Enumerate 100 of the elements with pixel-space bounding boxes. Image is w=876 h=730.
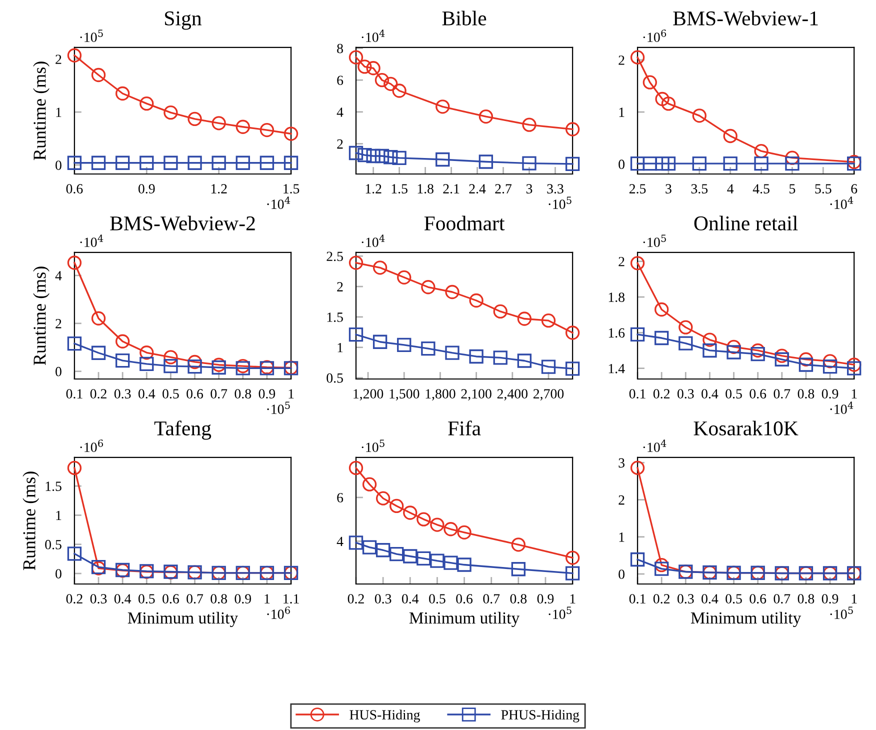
point	[436, 152, 450, 167]
point	[212, 156, 226, 170]
x-tick-label: 1,200	[354, 389, 384, 400]
point	[565, 566, 580, 580]
point	[754, 156, 768, 171]
point	[630, 460, 645, 475]
text: ·10$^{6}$	[80, 440, 104, 452]
text: ·10$^{6}$	[267, 606, 290, 619]
point	[116, 86, 130, 101]
x-tick-label: 0.6	[162, 594, 179, 604]
text: ·10$^{5}$	[830, 606, 853, 619]
x-tick-label: 1.8	[418, 184, 434, 194]
x-tick-label: 2.1	[443, 184, 460, 194]
y-axis-title: Runtime (ms)	[33, 266, 50, 366]
point	[457, 558, 472, 572]
text: ·10$^{5}$	[267, 402, 290, 414]
y-tick-label: 1	[338, 343, 343, 352]
point	[284, 126, 298, 141]
point	[416, 551, 431, 566]
y-tick-label: 0	[618, 570, 625, 579]
point	[140, 346, 154, 360]
point	[630, 327, 645, 342]
x-tick-label: 3	[526, 184, 532, 194]
y-tick-label: 1.6	[608, 328, 625, 338]
x-tick-label: 3.3	[547, 184, 564, 194]
point	[661, 156, 676, 171]
y-tick-label: 2	[618, 495, 624, 505]
point	[376, 491, 390, 506]
x-tick-label: 0.1	[66, 389, 82, 399]
chart-title: Kosarak10K	[694, 420, 798, 436]
x-tick-label: 1.2	[366, 184, 382, 194]
point	[421, 280, 436, 294]
x-tick-label: 0.7	[186, 594, 204, 604]
point	[565, 122, 580, 136]
x-tick-label: 2,700	[533, 389, 564, 400]
x-tick-label: 0.8	[798, 594, 814, 604]
y-tick-label: 1.8	[608, 292, 625, 302]
point	[67, 460, 82, 476]
point	[188, 354, 202, 370]
point	[822, 354, 838, 368]
point	[654, 562, 669, 576]
point	[390, 498, 404, 514]
point	[421, 341, 436, 356]
point	[260, 156, 274, 170]
chart-title: Tafeng	[154, 420, 212, 440]
x-tick-label: 0.2	[66, 594, 82, 604]
text: ·10$^{4}$	[362, 234, 385, 247]
point	[469, 293, 484, 308]
x-tick-label: 0.8	[210, 594, 227, 604]
x-tick-label: 0.7	[210, 389, 228, 399]
point	[236, 361, 250, 376]
point	[348, 256, 364, 270]
point	[116, 156, 130, 170]
point	[723, 156, 738, 171]
x-tick-label: 0.6	[456, 594, 473, 604]
point	[493, 350, 508, 365]
y-axis-title: Runtime (ms)	[33, 62, 50, 160]
point	[457, 525, 472, 540]
text: ·10$^{5}$	[548, 606, 572, 619]
x-tick-label: 0.3	[374, 594, 392, 604]
point	[67, 256, 82, 270]
text: ·10$^{4}$	[80, 234, 104, 247]
point	[774, 352, 789, 366]
x-tick-label: 1,500	[390, 389, 420, 400]
point	[358, 60, 372, 74]
point	[785, 156, 800, 171]
point	[847, 361, 862, 376]
point	[654, 330, 669, 346]
point	[430, 518, 444, 532]
point	[392, 150, 406, 166]
y-tick-label: 0	[56, 366, 62, 376]
x-tick-label: 4.5	[752, 184, 770, 194]
point	[822, 359, 838, 374]
point	[723, 128, 738, 144]
point	[67, 336, 82, 351]
point	[164, 105, 178, 120]
y-tick-label: 0	[56, 160, 62, 170]
x-tick-label: 0.9	[258, 389, 276, 399]
chart-title: Foodmart	[424, 216, 505, 230]
y-tick-label: 1.4	[608, 364, 625, 374]
y-tick-label: 8	[337, 44, 343, 54]
y-tick-label: 6	[337, 76, 344, 86]
x-tick-label: 0.6	[750, 594, 766, 604]
y-tick-label: 1	[56, 510, 62, 520]
y-axis-title: Runtime (ms)	[22, 472, 40, 570]
x-tick-label: 0.5	[138, 594, 155, 604]
point	[372, 260, 388, 275]
x-tick-label: 1	[288, 389, 294, 398]
x-axis-title: Minimum utility	[690, 612, 802, 628]
x-tick-label: 0.6	[66, 184, 83, 194]
point	[403, 506, 418, 520]
y-tick-label: 4	[55, 271, 62, 280]
point	[140, 356, 154, 371]
point	[785, 150, 800, 165]
x-tick-label: 0.3	[90, 594, 107, 604]
point	[403, 549, 418, 564]
y-tick-label: 0.5	[45, 540, 62, 550]
x-tick-label: 0.5	[429, 594, 446, 604]
legend-label: HUS-Hiding	[350, 710, 420, 722]
y-tick-label: 1.5	[327, 312, 343, 322]
